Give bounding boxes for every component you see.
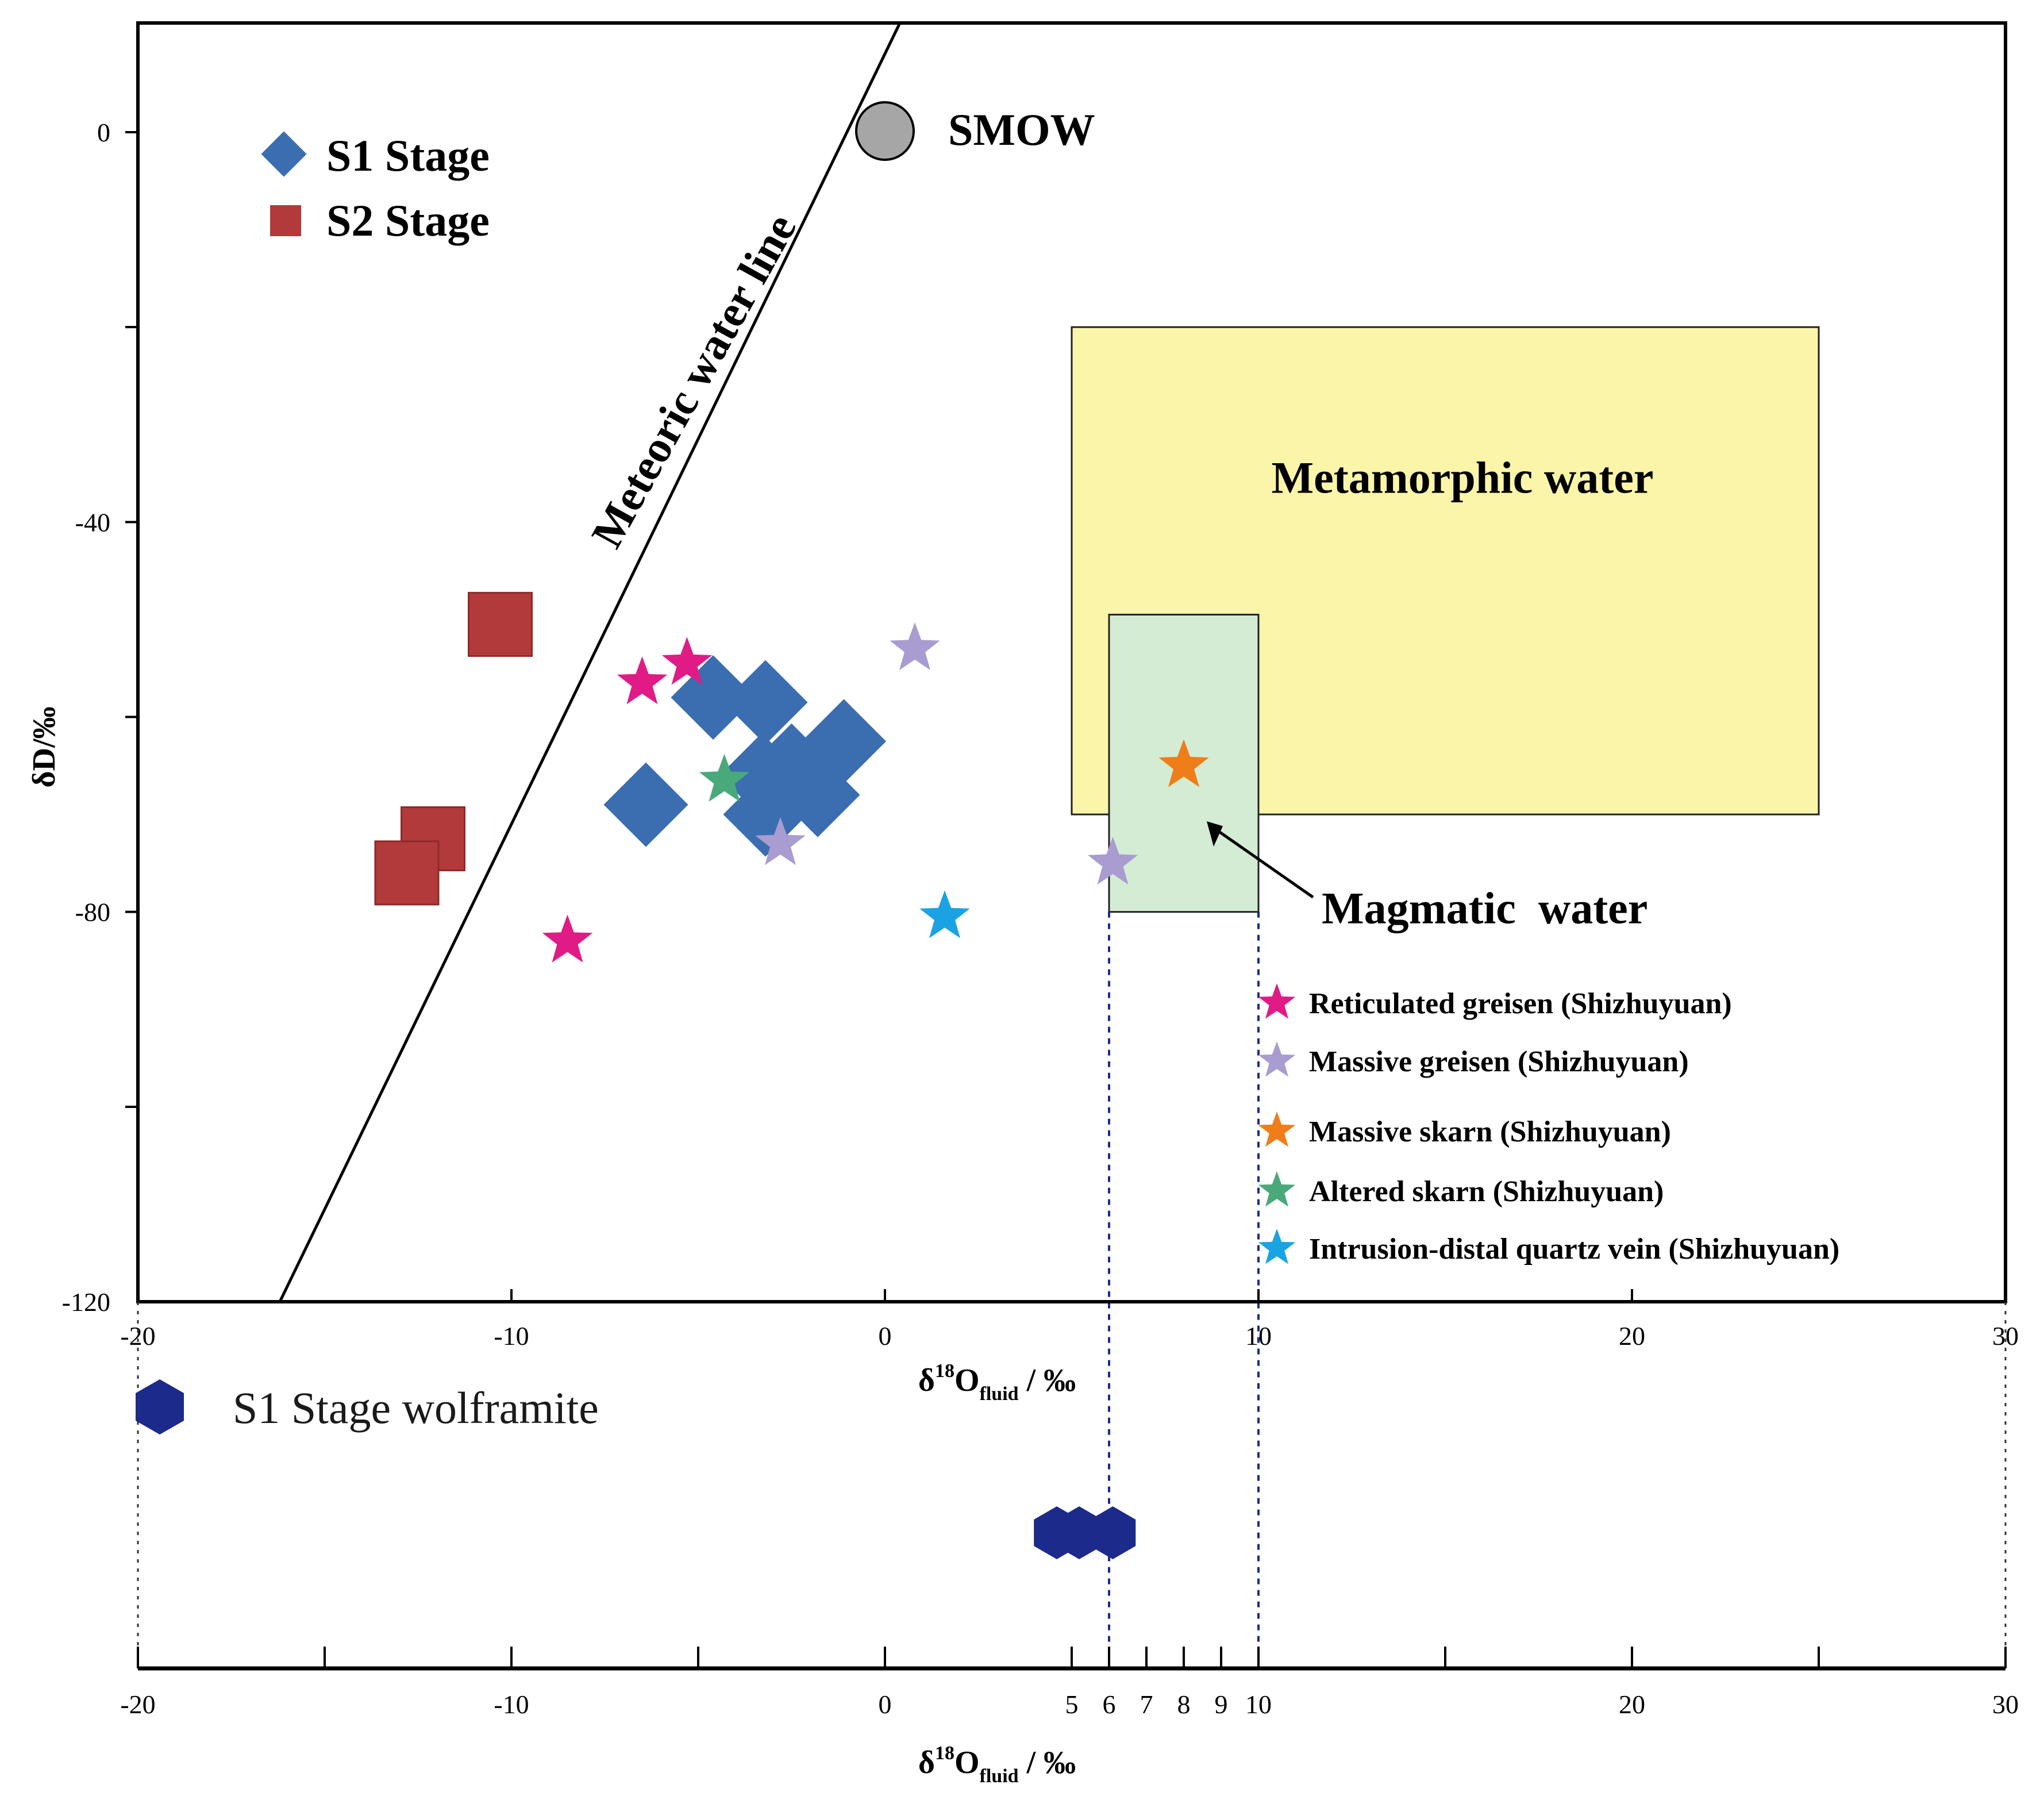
lower-x-tick-label: -10 xyxy=(494,1690,529,1719)
y-tick-label: -120 xyxy=(62,1287,110,1317)
legend-star-marker xyxy=(1258,1171,1296,1207)
legend-s2-square xyxy=(270,205,301,236)
magmatic-water-label: Magmatic water xyxy=(1322,883,1647,933)
data-point-s1-stage xyxy=(801,699,887,784)
legend-wolframite-hexagon xyxy=(136,1379,184,1435)
legend-star-label: Intrusion-distal quartz vein (Shizhuyuan… xyxy=(1309,1233,1839,1266)
legend-star-marker xyxy=(1258,1112,1296,1147)
upper-plot-frame xyxy=(136,21,2007,1303)
lower-x-tick-label: 6 xyxy=(1103,1690,1116,1719)
legend-stars: Reticulated greisen (Shizhuyuan) Massive … xyxy=(1258,983,1839,1266)
legend-stage: S1 Stage S2 Stage xyxy=(261,130,490,245)
data-point-s2-stage xyxy=(468,591,533,657)
data-point-s1-stage xyxy=(603,762,688,847)
x-title-delta: δ xyxy=(918,1363,935,1398)
data-point-star xyxy=(661,637,713,685)
lower-x-tick-label: 7 xyxy=(1140,1690,1153,1719)
legend-star-marker xyxy=(1258,1229,1296,1264)
data-point-star xyxy=(699,753,750,802)
lower-x-tick-label: 8 xyxy=(1177,1690,1191,1719)
x-axis-title-lower: δ18Ofluid / ‰ xyxy=(918,1743,1076,1787)
legend-wolframite-label: S1 Stage wolframite xyxy=(233,1383,599,1433)
x-title-lower-sup: 18 xyxy=(935,1743,954,1764)
smow-marker: SMOW xyxy=(855,101,1095,161)
x-title-sub: fluid xyxy=(980,1383,1019,1405)
smow-label: SMOW xyxy=(948,105,1095,155)
x-title-sup: 18 xyxy=(935,1360,954,1382)
data-point-s2-stage xyxy=(374,840,440,906)
data-point-star xyxy=(542,914,593,963)
legend-wolframite: S1 Stage wolframite xyxy=(136,1379,599,1435)
x-title-lower-delta: δ xyxy=(918,1745,935,1780)
x-tick-label: 30 xyxy=(1992,1321,2019,1351)
x-title-lower-o: O xyxy=(954,1745,980,1780)
lower-x-tick-label: 9 xyxy=(1215,1690,1228,1719)
upper-panel: Metamorphic water Magmatic water Meteori… xyxy=(26,21,2019,1668)
data-point-star xyxy=(1158,739,1209,787)
legend-s1-diamond xyxy=(261,131,307,177)
legend-star-marker xyxy=(1258,1041,1296,1077)
legend-star-marker xyxy=(1258,983,1296,1019)
lower-panel: -20 -10 0 5 6 7 8 9 10 20 30 S1 Stage wolframite δ… xyxy=(120,1302,2019,1787)
x-tick-label: 20 xyxy=(1619,1321,1645,1351)
region-labels: Metamorphic water Magmatic water xyxy=(1207,452,1653,933)
lower-x-tick-label: 5 xyxy=(1065,1690,1079,1719)
legend-s1-label: S1 Stage xyxy=(326,130,490,180)
wolframite-points xyxy=(1034,1506,1136,1559)
lower-dotted-guides xyxy=(137,1302,2007,1668)
lower-x-tick-label: 0 xyxy=(879,1690,892,1719)
x-axis-ticks-lower: -20 -10 0 5 6 7 8 9 10 20 30 xyxy=(120,1647,2019,1719)
x-tick-label: 10 xyxy=(1245,1321,1272,1351)
x-tick-label: -10 xyxy=(494,1321,529,1351)
y-axis-title: δD/‰ xyxy=(26,706,62,787)
legend-star-label: Massive skarn (Shizhuyuan) xyxy=(1309,1116,1671,1148)
wolframite-point xyxy=(1090,1506,1136,1559)
magmatic-water-arrowhead xyxy=(1207,821,1223,847)
legend-s2-label: S2 Stage xyxy=(326,195,490,245)
meteoric-water-line-label: Meteoric water line xyxy=(582,206,806,556)
legend-star-label: Massive greisen (Shizhuyuan) xyxy=(1309,1045,1689,1078)
legend-star-label: Reticulated greisen (Shizhuyuan) xyxy=(1309,987,1732,1020)
upper-data-points xyxy=(374,591,1209,963)
x-tick-label: 0 xyxy=(879,1321,892,1351)
x-title-unit: / ‰ xyxy=(1019,1363,1076,1398)
y-tick-label: -40 xyxy=(75,507,110,537)
x-axis-title-upper: δ18Ofluid / ‰ xyxy=(918,1360,1076,1405)
y-axis-ticks: 0 -40 -80 -120 xyxy=(62,118,138,1317)
x-axis-ticks-upper: -20 -10 0 10 20 30 xyxy=(120,1289,2019,1351)
dotted-guide-lines xyxy=(1108,912,1260,1668)
water-regions xyxy=(1071,326,1820,913)
data-point-star xyxy=(755,817,806,866)
data-point-star xyxy=(617,656,668,705)
lower-x-tick-label: 30 xyxy=(1992,1690,2019,1719)
data-point-star xyxy=(1087,836,1138,885)
x-title-o: O xyxy=(954,1363,980,1398)
meteoric-water-line xyxy=(278,22,902,1303)
smow-circle xyxy=(855,101,915,161)
x-tick-label: -20 xyxy=(120,1321,155,1351)
metamorphic-water-label: Metamorphic water xyxy=(1272,452,1654,502)
data-point-star xyxy=(919,890,970,939)
x-title-lower-unit: / ‰ xyxy=(1019,1745,1076,1780)
lower-x-tick-label: 10 xyxy=(1245,1690,1272,1719)
legend-star-label: Altered skarn (Shizhuyuan) xyxy=(1309,1175,1664,1208)
data-point-s1-stage xyxy=(723,660,808,745)
lower-x-tick-label: -20 xyxy=(120,1690,155,1719)
x-title-lower-sub: fluid xyxy=(980,1766,1019,1787)
data-point-star xyxy=(890,622,940,670)
lower-x-tick-label: 20 xyxy=(1619,1690,1645,1719)
magmatic-water-arrow xyxy=(1214,828,1314,899)
y-tick-label: -80 xyxy=(75,898,110,927)
y-tick-label: 0 xyxy=(97,118,110,147)
